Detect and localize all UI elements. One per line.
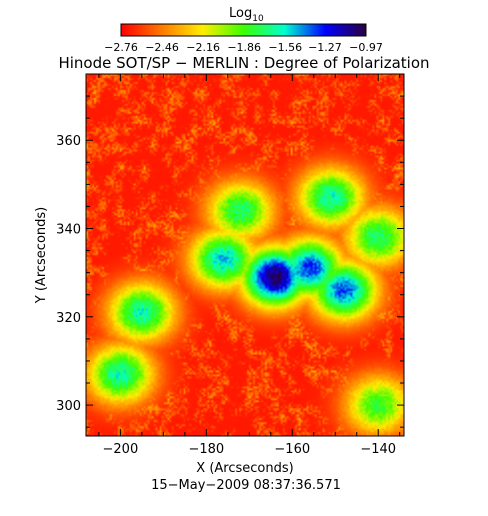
y-tick-label: 300 — [56, 399, 81, 414]
y-axis-label: Y (Arcseconds) — [34, 207, 49, 304]
colorbar-tick-label: −1.86 — [227, 41, 261, 54]
colorbar-tick-label: −1.27 — [308, 41, 342, 54]
colorbar-label: Log10 — [229, 6, 264, 24]
x-tick-label: −180 — [188, 442, 224, 457]
colorbar-tick-label: −2.46 — [145, 41, 179, 54]
y-axis: 300 320 340 360 — [56, 73, 404, 428]
colorbar-gradient — [120, 23, 367, 37]
x-tick-label: −160 — [274, 442, 310, 457]
heatmap-image — [86, 74, 404, 436]
x-tick-label: −200 — [103, 442, 139, 457]
timestamp: 15−May−2009 08:37:36.571 — [151, 478, 341, 493]
chart-title: Hinode SOT/SP − MERLIN : Degree of Polar… — [58, 54, 429, 72]
x-axis-label: X (Arcseconds) — [196, 461, 293, 476]
colorbar-ticks: −2.76 −2.46 −2.16 −1.86 −1.56 −1.27 −0.97 — [104, 41, 383, 54]
colorbar-tick-label: −1.56 — [268, 41, 302, 54]
colorbar: Log10 −2.76 −2.46 −2.16 −1.86 −1.56 −1.27 −0.9… — [104, 6, 383, 54]
y-tick-label: 340 — [56, 223, 81, 238]
colorbar-tick-label: −2.76 — [104, 41, 138, 54]
y-tick-label: 360 — [56, 134, 81, 149]
x-axis: −200 −180 −160 −140 — [98, 74, 401, 457]
colorbar-tick-label: −0.97 — [349, 41, 383, 54]
plot-frame — [85, 73, 405, 437]
y-tick-label: 320 — [56, 311, 81, 326]
x-tick-label: −140 — [360, 442, 396, 457]
colorbar-tick-label: −2.16 — [186, 41, 220, 54]
